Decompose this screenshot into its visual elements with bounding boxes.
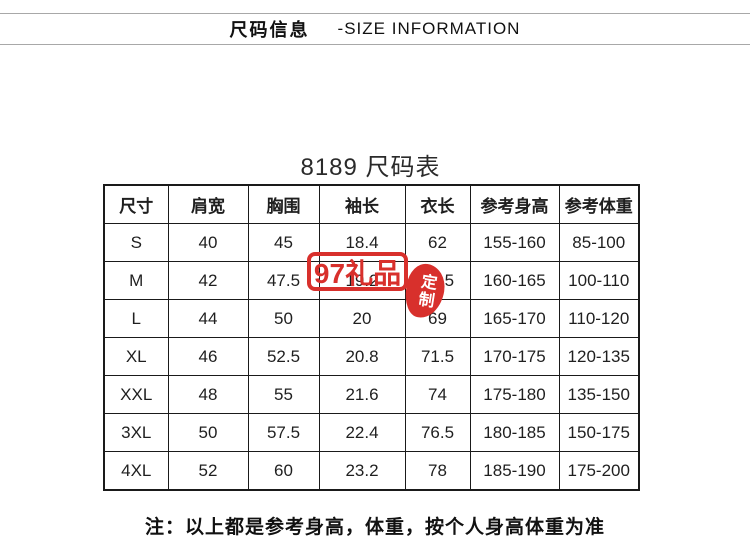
- measurement-cell: 135-150: [558, 375, 640, 414]
- measurement-cell: 180-185: [469, 413, 560, 452]
- table-row: L 44 50 20 69 165-170 110-120: [103, 299, 640, 338]
- measurement-cell: 57.5: [247, 413, 320, 452]
- banner-title-english: -SIZE INFORMATION: [337, 19, 521, 38]
- table-row: 4XL 52 60 23.2 78 185-190 175-200: [103, 451, 640, 491]
- measurement-cell: 21.6: [318, 375, 406, 414]
- size-label-cell: S: [103, 223, 169, 262]
- measurement-cell: 60: [247, 451, 320, 491]
- measurement-cell: 52.5: [247, 337, 320, 376]
- measurement-cell: 62: [404, 223, 471, 262]
- measurement-cell: 160-165: [469, 261, 560, 300]
- column-header: 衣长: [404, 184, 471, 224]
- table-row: XXL 48 55 21.6 74 175-180 135-150: [103, 375, 640, 414]
- measurement-cell: 20.8: [318, 337, 406, 376]
- measurement-cell: 85-100: [558, 223, 640, 262]
- measurement-cell: 170-175: [469, 337, 560, 376]
- column-header: 参考身高: [469, 184, 560, 224]
- measurement-cell: 175-180: [469, 375, 560, 414]
- size-label-cell: M: [103, 261, 169, 300]
- measurement-cell: 78: [404, 451, 471, 491]
- size-label-cell: 4XL: [103, 451, 169, 491]
- measurement-cell: 165-170: [469, 299, 560, 338]
- measurement-cell: 50: [167, 413, 249, 452]
- size-label-cell: L: [103, 299, 169, 338]
- measurement-cell: 120-135: [558, 337, 640, 376]
- measurement-cell: 20: [318, 299, 406, 338]
- size-label-cell: XXL: [103, 375, 169, 414]
- table-row: 3XL 50 57.5 22.4 76.5 180-185 150-175: [103, 413, 640, 452]
- size-label-cell: 3XL: [103, 413, 169, 452]
- measurement-cell: 50: [247, 299, 320, 338]
- measurement-cell: 44: [167, 299, 249, 338]
- measurement-cell: 55: [247, 375, 320, 414]
- measurement-cell: 185-190: [469, 451, 560, 491]
- measurement-cell: 155-160: [469, 223, 560, 262]
- column-header: 参考体重: [558, 184, 640, 224]
- measurement-cell: 74: [404, 375, 471, 414]
- banner-title-chinese: 尺码信息: [229, 20, 310, 40]
- size-chart-title: 8189 尺码表: [300, 154, 441, 181]
- measurement-cell: 76.5: [404, 413, 471, 452]
- table-row: S 40 45 18.4 62 155-160 85-100: [103, 223, 640, 262]
- measurement-cell: 110-120: [558, 299, 640, 338]
- measurement-cell: 175-200: [558, 451, 640, 491]
- size-table: 尺寸 肩宽 胸围 袖长 衣长 参考身高 参考体重 S 40 45 18.4 62 155-160 85-…: [103, 184, 640, 491]
- size-label-cell: XL: [103, 337, 169, 376]
- watermark-badge: 97礼品: [307, 252, 408, 291]
- measurement-cell: 23.2: [318, 451, 406, 491]
- measurement-cell: 40: [167, 223, 249, 262]
- column-header: 袖长: [318, 184, 406, 224]
- measurement-cell: 150-175: [558, 413, 640, 452]
- measurement-cell: 100-110: [558, 261, 640, 300]
- column-header: 胸围: [247, 184, 320, 224]
- column-header: 肩宽: [167, 184, 249, 224]
- measurement-cell: 48: [167, 375, 249, 414]
- measurement-cell: 52: [167, 451, 249, 491]
- measurement-cell: 42: [167, 261, 249, 300]
- size-table-head-row: 尺寸 肩宽 胸围 袖长 衣长 参考身高 参考体重: [103, 184, 640, 224]
- table-row: XL 46 52.5 20.8 71.5 170-175 120-135: [103, 337, 640, 376]
- measurement-cell: 46: [167, 337, 249, 376]
- measurement-cell: 22.4: [318, 413, 406, 452]
- watermark-seal-text: 定制: [414, 271, 437, 311]
- column-header: 尺寸: [103, 184, 169, 224]
- size-table-body: S404518.462155-16085-100M4247.519.265.51…: [103, 223, 640, 491]
- measurement-cell: 71.5: [404, 337, 471, 376]
- section-header-banner: 尺码信息 -SIZE INFORMATION: [0, 13, 750, 45]
- reference-note: 注：以上都是参考身高，体重，按个人身高体重为准: [144, 517, 605, 538]
